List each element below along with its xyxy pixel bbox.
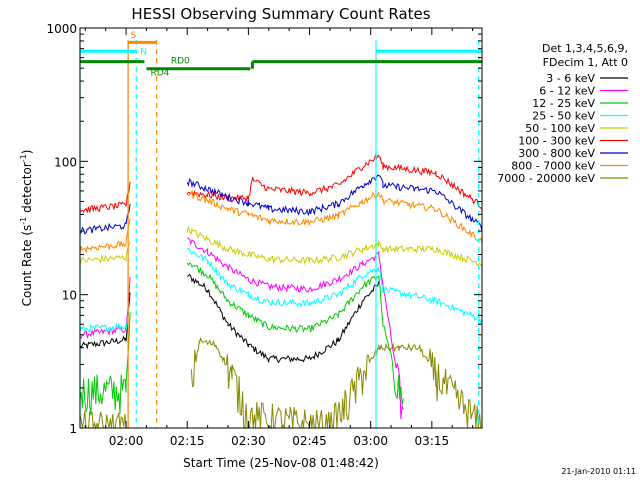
y-tick-label-3: 1000 bbox=[46, 22, 77, 36]
series-line-2 bbox=[79, 262, 404, 416]
series-line-3 bbox=[79, 247, 483, 334]
legend-label-4: 50 - 100 keV bbox=[525, 122, 595, 135]
x-tick-label-3: 02:45 bbox=[292, 434, 327, 448]
y-tick-label-0: 1 bbox=[69, 422, 77, 436]
series-line-7 bbox=[79, 190, 483, 254]
y-axis-label: Count Rate (s-1 detector-1) bbox=[19, 150, 34, 307]
legend-label-1: 6 - 12 keV bbox=[539, 85, 595, 98]
y-axis-label-end: ) bbox=[20, 150, 34, 155]
status-bar-label-0: S bbox=[130, 31, 136, 41]
series-line-4 bbox=[79, 226, 483, 267]
legend-label-7: 800 - 7000 keV bbox=[511, 160, 595, 173]
legend-header-line-2: FDecim 1, Att 0 bbox=[543, 56, 628, 69]
legend-label-2: 12 - 25 keV bbox=[532, 97, 595, 110]
series-line-1 bbox=[79, 237, 404, 420]
status-bar-label-2: RD4 bbox=[150, 69, 169, 79]
x-tick-label-5: 03:15 bbox=[415, 434, 450, 448]
x-axis-label: Start Time (25-Nov-08 01:48:42) bbox=[183, 456, 379, 470]
legend-label-3: 25 - 50 keV bbox=[532, 110, 595, 123]
y-tick-label-2: 100 bbox=[54, 155, 77, 169]
legend-label-0: 3 - 6 keV bbox=[546, 72, 595, 85]
axis-layer: 02:00 02:15 02:30 02:45 03:00 03:15 1 10 100 1000 bbox=[46, 22, 482, 448]
x-tick-label-2: 02:30 bbox=[231, 434, 266, 448]
series-layer bbox=[79, 153, 483, 430]
footer-timestamp: 21-Jan-2010 01:11 bbox=[561, 467, 636, 476]
series-line-0 bbox=[79, 273, 380, 364]
x-tick-label-1: 02:15 bbox=[170, 434, 205, 448]
legend-header-line-1: Det 1,3,4,5,6,9, bbox=[542, 42, 628, 55]
legend-label-6: 300 - 800 keV bbox=[518, 147, 595, 160]
x-tick-label-0: 02:00 bbox=[109, 434, 144, 448]
y-axis-label-sup1: -1 bbox=[19, 217, 28, 225]
y-axis-label-mid: detector bbox=[20, 162, 34, 217]
plot-frame bbox=[79, 27, 483, 429]
legend: Det 1,3,4,5,6,9, FDecim 1, Att 0 3 - 6 k… bbox=[497, 42, 628, 185]
status-bar-label-1: N bbox=[140, 47, 147, 57]
series-line-6 bbox=[79, 174, 483, 235]
y-tick-label-1: 10 bbox=[62, 289, 77, 303]
x-tick-label-4: 03:00 bbox=[353, 434, 388, 448]
legend-label-5: 100 - 300 keV bbox=[518, 135, 595, 148]
y-axis-label-main: Count Rate (s bbox=[20, 225, 34, 307]
series-line-8 bbox=[79, 336, 482, 430]
legend-label-8: 7000 - 20000 keV bbox=[497, 172, 595, 185]
y-axis-label-sup2: -1 bbox=[19, 154, 28, 162]
chart-title: HESSI Observing Summary Count Rates bbox=[131, 5, 430, 23]
status-bar-label-3: RD0 bbox=[171, 57, 190, 67]
